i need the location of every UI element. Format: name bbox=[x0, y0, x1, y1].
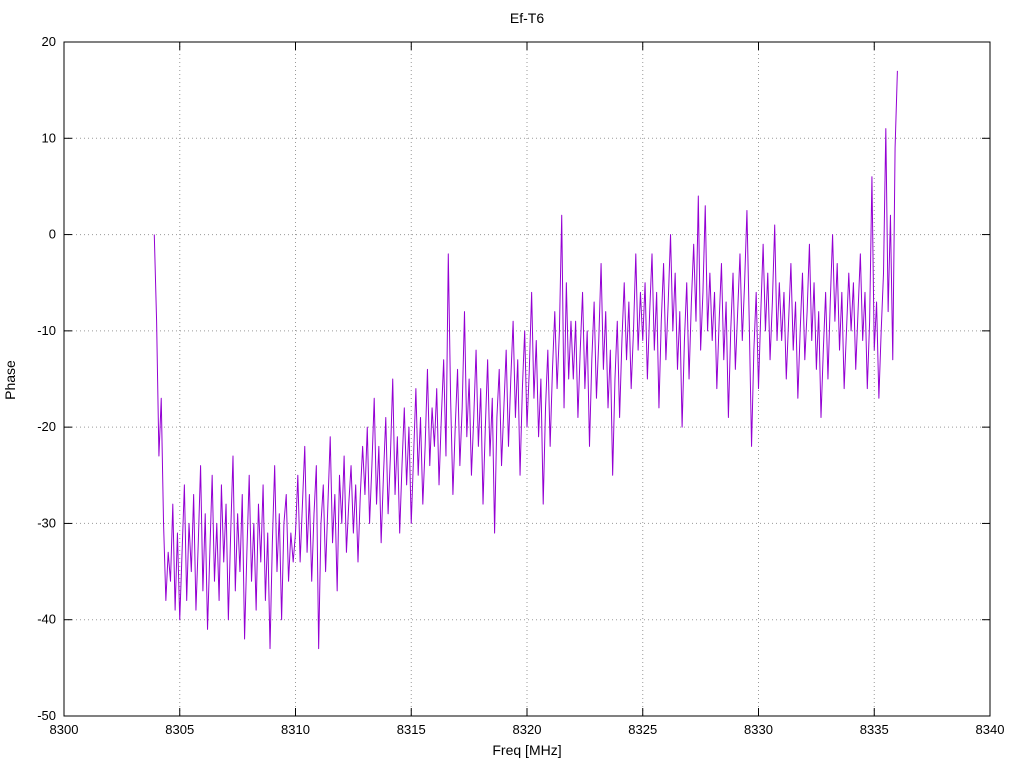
x-tick-label: 8320 bbox=[513, 722, 542, 737]
grid-lines bbox=[64, 42, 990, 716]
x-tick-label: 8340 bbox=[976, 722, 1005, 737]
x-tick-label: 8305 bbox=[165, 722, 194, 737]
tick-labels: 8300 8305 8310 8315 8320 8325 8330 8335 8340 -50 -… bbox=[37, 34, 1004, 737]
y-tick-label: 0 bbox=[49, 227, 56, 242]
x-tick-label: 8325 bbox=[628, 722, 657, 737]
x-tick-label: 8315 bbox=[397, 722, 426, 737]
y-tick-label: -40 bbox=[37, 612, 56, 627]
y-tick-label: -50 bbox=[37, 708, 56, 723]
chart-title: Ef-T6 bbox=[509, 10, 545, 26]
x-tick-label: 8300 bbox=[50, 722, 79, 737]
y-tick-label: -20 bbox=[37, 419, 56, 434]
x-tick-label: 8330 bbox=[744, 722, 773, 737]
plot-border bbox=[63, 41, 991, 717]
y-axis-label: Phase bbox=[2, 360, 18, 400]
x-tick-label: 8335 bbox=[860, 722, 889, 737]
x-tick-label: 8310 bbox=[281, 722, 310, 737]
y-tick-label: -10 bbox=[37, 323, 56, 338]
series-line bbox=[153, 70, 898, 650]
x-axis-label: Freq [MHz] bbox=[492, 742, 562, 758]
y-tick-label: 20 bbox=[42, 34, 56, 49]
y-tick-label: 10 bbox=[42, 130, 56, 145]
y-tick-label: -30 bbox=[37, 515, 56, 530]
